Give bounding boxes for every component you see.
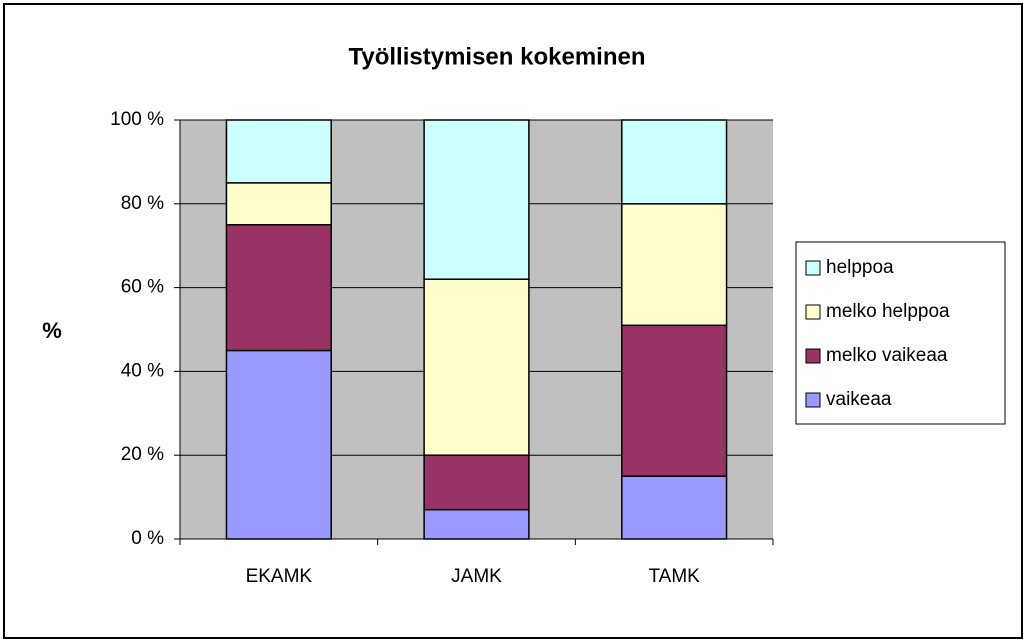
legend-swatch <box>805 392 821 408</box>
bar-segment <box>423 454 530 511</box>
bar-segment <box>423 278 530 456</box>
y-tick-label: 60 % <box>121 277 164 298</box>
y-axis-label: % <box>42 318 62 343</box>
x-tick-label: TAMK <box>648 566 700 587</box>
bar-segment <box>621 475 728 540</box>
legend-label: vaikeaa <box>826 389 892 410</box>
bar-segment <box>621 119 728 205</box>
legend-label: helppoa <box>826 257 894 278</box>
x-tick-label: JAMK <box>451 566 502 587</box>
y-tick-label: 100 % <box>110 109 164 130</box>
legend-swatch <box>805 348 821 364</box>
legend <box>795 241 1006 425</box>
bar-segment <box>225 119 332 184</box>
bar-segment <box>621 203 728 327</box>
x-tick-label: EKAMK <box>246 566 313 587</box>
bar-segment <box>225 224 332 352</box>
legend-label: melko helppoa <box>826 301 950 322</box>
bar-segment <box>225 349 332 540</box>
legend-swatch <box>805 260 821 276</box>
y-tick-label: 40 % <box>121 360 164 381</box>
y-tick-label: 20 % <box>121 444 164 465</box>
chart-title: Työllistymisen kokeminen <box>349 43 646 70</box>
y-tick-label: 0 % <box>131 528 164 549</box>
bar-segment <box>225 182 332 226</box>
bar-segment <box>621 324 728 477</box>
legend-swatch <box>805 304 821 320</box>
bar-segment <box>423 119 530 280</box>
bar-segment <box>423 508 530 540</box>
y-tick-label: 80 % <box>121 193 164 214</box>
legend-label: melko vaikeaa <box>826 345 948 366</box>
